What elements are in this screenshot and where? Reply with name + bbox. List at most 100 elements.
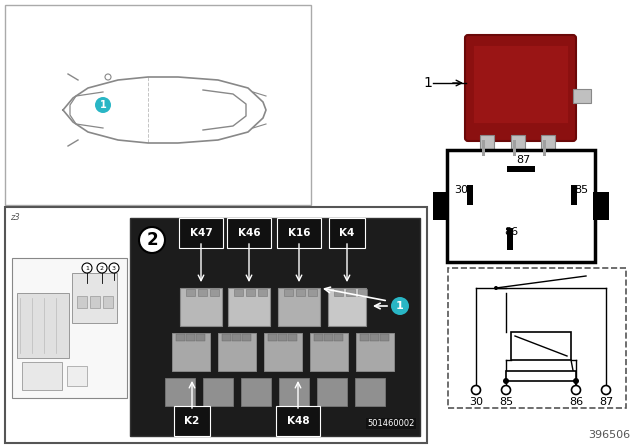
Bar <box>210 289 219 296</box>
Bar <box>258 289 267 296</box>
Bar <box>380 334 389 341</box>
Bar <box>511 332 571 360</box>
Text: 3: 3 <box>112 266 116 271</box>
Circle shape <box>97 263 107 273</box>
Bar <box>480 135 494 158</box>
Bar <box>242 334 251 341</box>
Bar <box>180 288 222 326</box>
FancyBboxPatch shape <box>465 35 576 141</box>
Text: 87: 87 <box>516 155 530 165</box>
Bar <box>310 333 348 371</box>
Bar <box>482 140 485 156</box>
Bar <box>433 192 449 220</box>
Text: K46: K46 <box>237 228 260 238</box>
Bar <box>317 378 347 406</box>
Bar <box>346 289 355 296</box>
Bar <box>448 268 626 408</box>
Bar <box>279 378 309 406</box>
Text: 501460002: 501460002 <box>367 419 415 428</box>
Bar <box>284 289 293 296</box>
Text: 85: 85 <box>499 397 513 407</box>
Bar <box>232 334 241 341</box>
Text: 86: 86 <box>569 397 583 407</box>
Bar <box>296 289 305 296</box>
Bar <box>573 89 591 103</box>
Bar <box>264 333 302 371</box>
FancyBboxPatch shape <box>473 45 568 123</box>
Bar <box>186 334 195 341</box>
Bar <box>268 334 277 341</box>
Bar <box>186 289 195 296</box>
Bar <box>334 289 343 296</box>
Bar <box>324 334 333 341</box>
Bar <box>334 334 343 341</box>
Circle shape <box>472 385 481 395</box>
Text: 1: 1 <box>100 100 106 110</box>
Bar <box>328 288 366 326</box>
Bar <box>447 150 595 262</box>
Text: K16: K16 <box>288 228 310 238</box>
Bar <box>506 371 576 381</box>
Bar <box>467 185 473 205</box>
Bar <box>543 140 546 156</box>
Bar <box>278 288 320 326</box>
Circle shape <box>139 227 165 253</box>
Circle shape <box>573 378 579 384</box>
Text: 1: 1 <box>85 266 89 271</box>
Bar <box>358 289 367 296</box>
Bar <box>513 140 516 156</box>
Bar <box>288 334 297 341</box>
Bar <box>241 378 271 406</box>
Circle shape <box>502 385 511 395</box>
Text: 30: 30 <box>469 397 483 407</box>
Text: 85: 85 <box>574 185 588 195</box>
Bar <box>360 334 369 341</box>
Text: z3: z3 <box>10 213 20 222</box>
Bar <box>314 334 323 341</box>
Circle shape <box>109 263 119 273</box>
Bar <box>234 289 243 296</box>
Circle shape <box>82 263 92 273</box>
Text: 86: 86 <box>504 227 518 237</box>
Bar <box>198 289 207 296</box>
Text: K2: K2 <box>184 416 200 426</box>
Bar <box>571 185 577 205</box>
Bar <box>172 333 210 371</box>
Text: 1: 1 <box>424 76 433 90</box>
Text: 30: 30 <box>454 185 468 195</box>
Circle shape <box>572 385 580 395</box>
Bar <box>17 293 69 358</box>
Text: K48: K48 <box>287 416 309 426</box>
Bar <box>5 5 311 205</box>
Bar <box>308 289 317 296</box>
Bar <box>103 296 113 308</box>
Text: K47: K47 <box>189 228 212 238</box>
Bar <box>5 207 427 443</box>
Text: 1: 1 <box>396 301 404 311</box>
Bar <box>507 166 535 172</box>
Circle shape <box>602 385 611 395</box>
Bar <box>228 288 270 326</box>
Bar <box>165 378 195 406</box>
Circle shape <box>95 97 111 113</box>
Bar <box>67 366 87 386</box>
Text: 2: 2 <box>100 266 104 271</box>
Bar <box>222 334 231 341</box>
Bar <box>77 296 87 308</box>
Bar <box>356 333 394 371</box>
Bar <box>355 378 385 406</box>
Bar <box>541 135 555 158</box>
Bar <box>130 218 420 436</box>
Text: K4: K4 <box>339 228 355 238</box>
Bar <box>22 362 62 390</box>
Bar <box>176 334 185 341</box>
Bar <box>72 273 117 323</box>
Bar <box>278 334 287 341</box>
Bar <box>507 228 513 250</box>
Bar <box>593 192 609 220</box>
Bar <box>246 289 255 296</box>
Bar <box>196 334 205 341</box>
Bar <box>203 378 233 406</box>
Bar <box>511 135 525 158</box>
Bar <box>370 334 379 341</box>
